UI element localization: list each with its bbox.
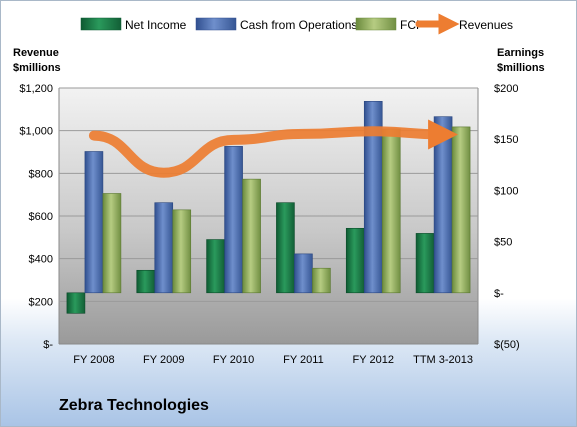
bar-fcf xyxy=(242,178,261,294)
bar-net-income xyxy=(66,292,86,314)
legend-swatch-net-income xyxy=(80,17,122,31)
revenue-line-layer xyxy=(88,119,459,178)
left-axis-tick-label: $600 xyxy=(29,211,53,223)
right-axis-tick-label: $200 xyxy=(494,83,518,95)
right-axis-tick-label: $- xyxy=(494,288,504,300)
category-label: TTM 3-2013 xyxy=(413,354,473,366)
left-axis-tick-label: $1,000 xyxy=(19,126,53,138)
left-axis-tick-label: $400 xyxy=(29,254,53,266)
bar-cash-from-operations xyxy=(224,146,243,294)
right-axis-tick-label: $(50) xyxy=(494,339,520,351)
bar-net-income xyxy=(136,269,156,294)
bar-cash-from-operations xyxy=(154,202,174,294)
right-axis-tick-label: $150 xyxy=(494,134,518,146)
legend-item-net-income: Net Income xyxy=(80,17,187,32)
bar-fcf xyxy=(381,128,401,294)
category-labels: FY 2008 FY 2009 FY 2010 FY 2011 FY 2012 TTM 3… xyxy=(73,354,473,366)
legend-label-cash-from-operations: Cash from Operations xyxy=(240,18,357,32)
bar-cash-from-operations xyxy=(294,253,313,294)
bar-net-income xyxy=(276,202,295,294)
legend-item-revenues: Revenues xyxy=(415,13,513,35)
left-axis-title-line2: $millions xyxy=(13,62,61,74)
right-axis-title-line2: $millions xyxy=(497,62,545,74)
left-axis-tick-label: $200 xyxy=(29,296,53,308)
bar-fcf xyxy=(451,126,471,294)
company-name: Zebra Technologies xyxy=(59,397,209,414)
bar-fcf xyxy=(102,193,122,294)
category-label: FY 2010 xyxy=(213,354,254,366)
bar-fcf xyxy=(172,209,192,294)
legend-label-net-income: Net Income xyxy=(125,18,187,32)
right-axis-title-line1: Earnings xyxy=(497,47,544,59)
left-axis-tick-label: $800 xyxy=(29,168,53,180)
legend-swatch-cash-from-operations xyxy=(195,17,237,31)
left-axis-tick-label: $1,200 xyxy=(19,83,53,95)
category-label: FY 2011 xyxy=(283,354,324,366)
category-label: FY 2008 xyxy=(73,354,114,366)
category-label: FY 2012 xyxy=(353,354,394,366)
bar-net-income xyxy=(206,239,225,294)
right-axis-ticks: $(50) $- $50 $100 $150 $200 xyxy=(494,83,520,351)
bar-net-income xyxy=(415,233,435,294)
category-label: FY 2009 xyxy=(143,354,184,366)
left-axis-tick-label: $- xyxy=(43,339,53,351)
legend: Net Income Cash from Operations FCF Reve… xyxy=(80,13,513,35)
bar-fcf xyxy=(312,267,331,294)
bar-cash-from-operations xyxy=(433,116,453,294)
revenue-line xyxy=(88,119,459,178)
legend-item-fcf: FCF xyxy=(355,17,423,32)
bar-cash-from-operations xyxy=(84,151,104,294)
left-axis-ticks: $- $200 $400 $600 $800 $1,000 $1,200 xyxy=(19,83,53,351)
legend-label-revenues: Revenues xyxy=(459,18,513,32)
legend-swatch-fcf xyxy=(355,17,397,31)
bar-net-income xyxy=(345,227,365,294)
right-axis-tick-label: $50 xyxy=(494,237,512,249)
right-axis-tick-label: $100 xyxy=(494,185,518,197)
bars xyxy=(66,101,471,314)
legend-item-cash-from-operations: Cash from Operations xyxy=(195,17,357,32)
left-axis-title-line1: Revenue xyxy=(13,47,59,59)
